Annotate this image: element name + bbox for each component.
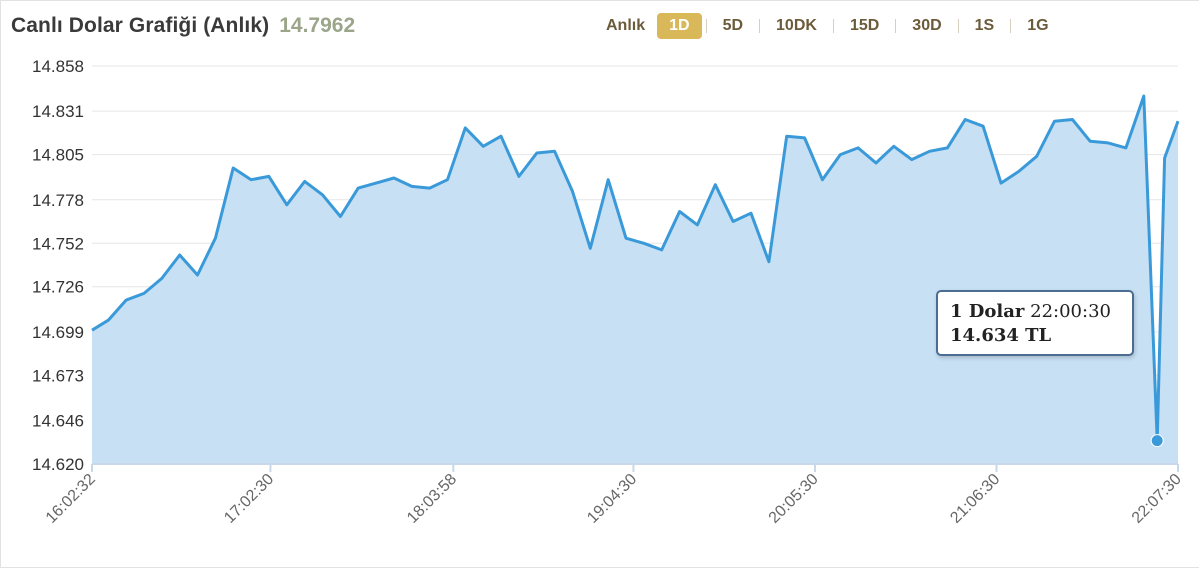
x-tick-label: 19:04:30 bbox=[584, 471, 640, 527]
y-tick-label: 14.726 bbox=[32, 278, 84, 297]
y-tick-label: 14.752 bbox=[32, 234, 84, 253]
y-tick-label: 14.778 bbox=[32, 191, 84, 210]
range-button-10dk[interactable]: 10DK bbox=[776, 17, 817, 34]
price-tooltip: 1 Dolar 22:00:30 14.634 TL bbox=[936, 290, 1134, 356]
y-tick-label: 14.831 bbox=[32, 102, 84, 121]
y-tick-label: 14.646 bbox=[32, 412, 84, 431]
x-tick-label: 22:07:30 bbox=[1129, 471, 1185, 527]
tooltip-time: 22:00:30 bbox=[1030, 301, 1111, 322]
price-line bbox=[91, 94, 1180, 443]
range-button-1d[interactable]: 1D bbox=[657, 13, 702, 39]
range-button-1s[interactable]: 1S bbox=[974, 17, 995, 34]
highlight-point bbox=[1150, 434, 1164, 448]
current-price: 14.7962 bbox=[279, 14, 356, 37]
x-tick-label: 17:02:30 bbox=[221, 471, 277, 527]
range-separator bbox=[832, 19, 834, 33]
area-fill bbox=[92, 96, 1178, 464]
y-tick-label: 14.858 bbox=[32, 57, 84, 76]
tooltip-value: 14.634 TL bbox=[950, 325, 1052, 346]
range-button-5d[interactable]: 5D bbox=[722, 17, 744, 34]
range-button-30d[interactable]: 30D bbox=[912, 17, 942, 34]
range-button-15d[interactable]: 15D bbox=[849, 17, 880, 34]
x-tick-label: 18:03:58 bbox=[404, 471, 460, 527]
y-tick-label: 14.699 bbox=[32, 323, 84, 342]
x-tick-label: 16:02:32 bbox=[43, 471, 99, 527]
range-separator bbox=[895, 19, 897, 33]
range-button-1g[interactable]: 1G bbox=[1027, 17, 1049, 34]
range-button-anlik[interactable]: Anlık bbox=[606, 17, 646, 34]
x-tick-label: 20:05:30 bbox=[766, 471, 822, 527]
x-tick-label: 21:06:30 bbox=[947, 471, 1003, 527]
range-separator bbox=[1010, 19, 1012, 33]
chart-header: Canlı Dolar Grafiği (Anlık) 14.7962 bbox=[11, 14, 355, 44]
range-separator bbox=[957, 19, 959, 33]
y-tick-label: 14.620 bbox=[32, 455, 84, 474]
chart-title: Canlı Dolar Grafiği (Anlık) bbox=[11, 14, 270, 37]
range-separator bbox=[759, 19, 761, 33]
range-separator bbox=[705, 19, 707, 33]
y-tick-label: 14.805 bbox=[32, 146, 84, 165]
range-selector: Anlık 1D 5D 10DK 15D 30D 1S 1G bbox=[594, 12, 1061, 40]
y-tick-label: 14.673 bbox=[32, 366, 84, 385]
tooltip-label: 1 Dolar bbox=[950, 301, 1025, 322]
